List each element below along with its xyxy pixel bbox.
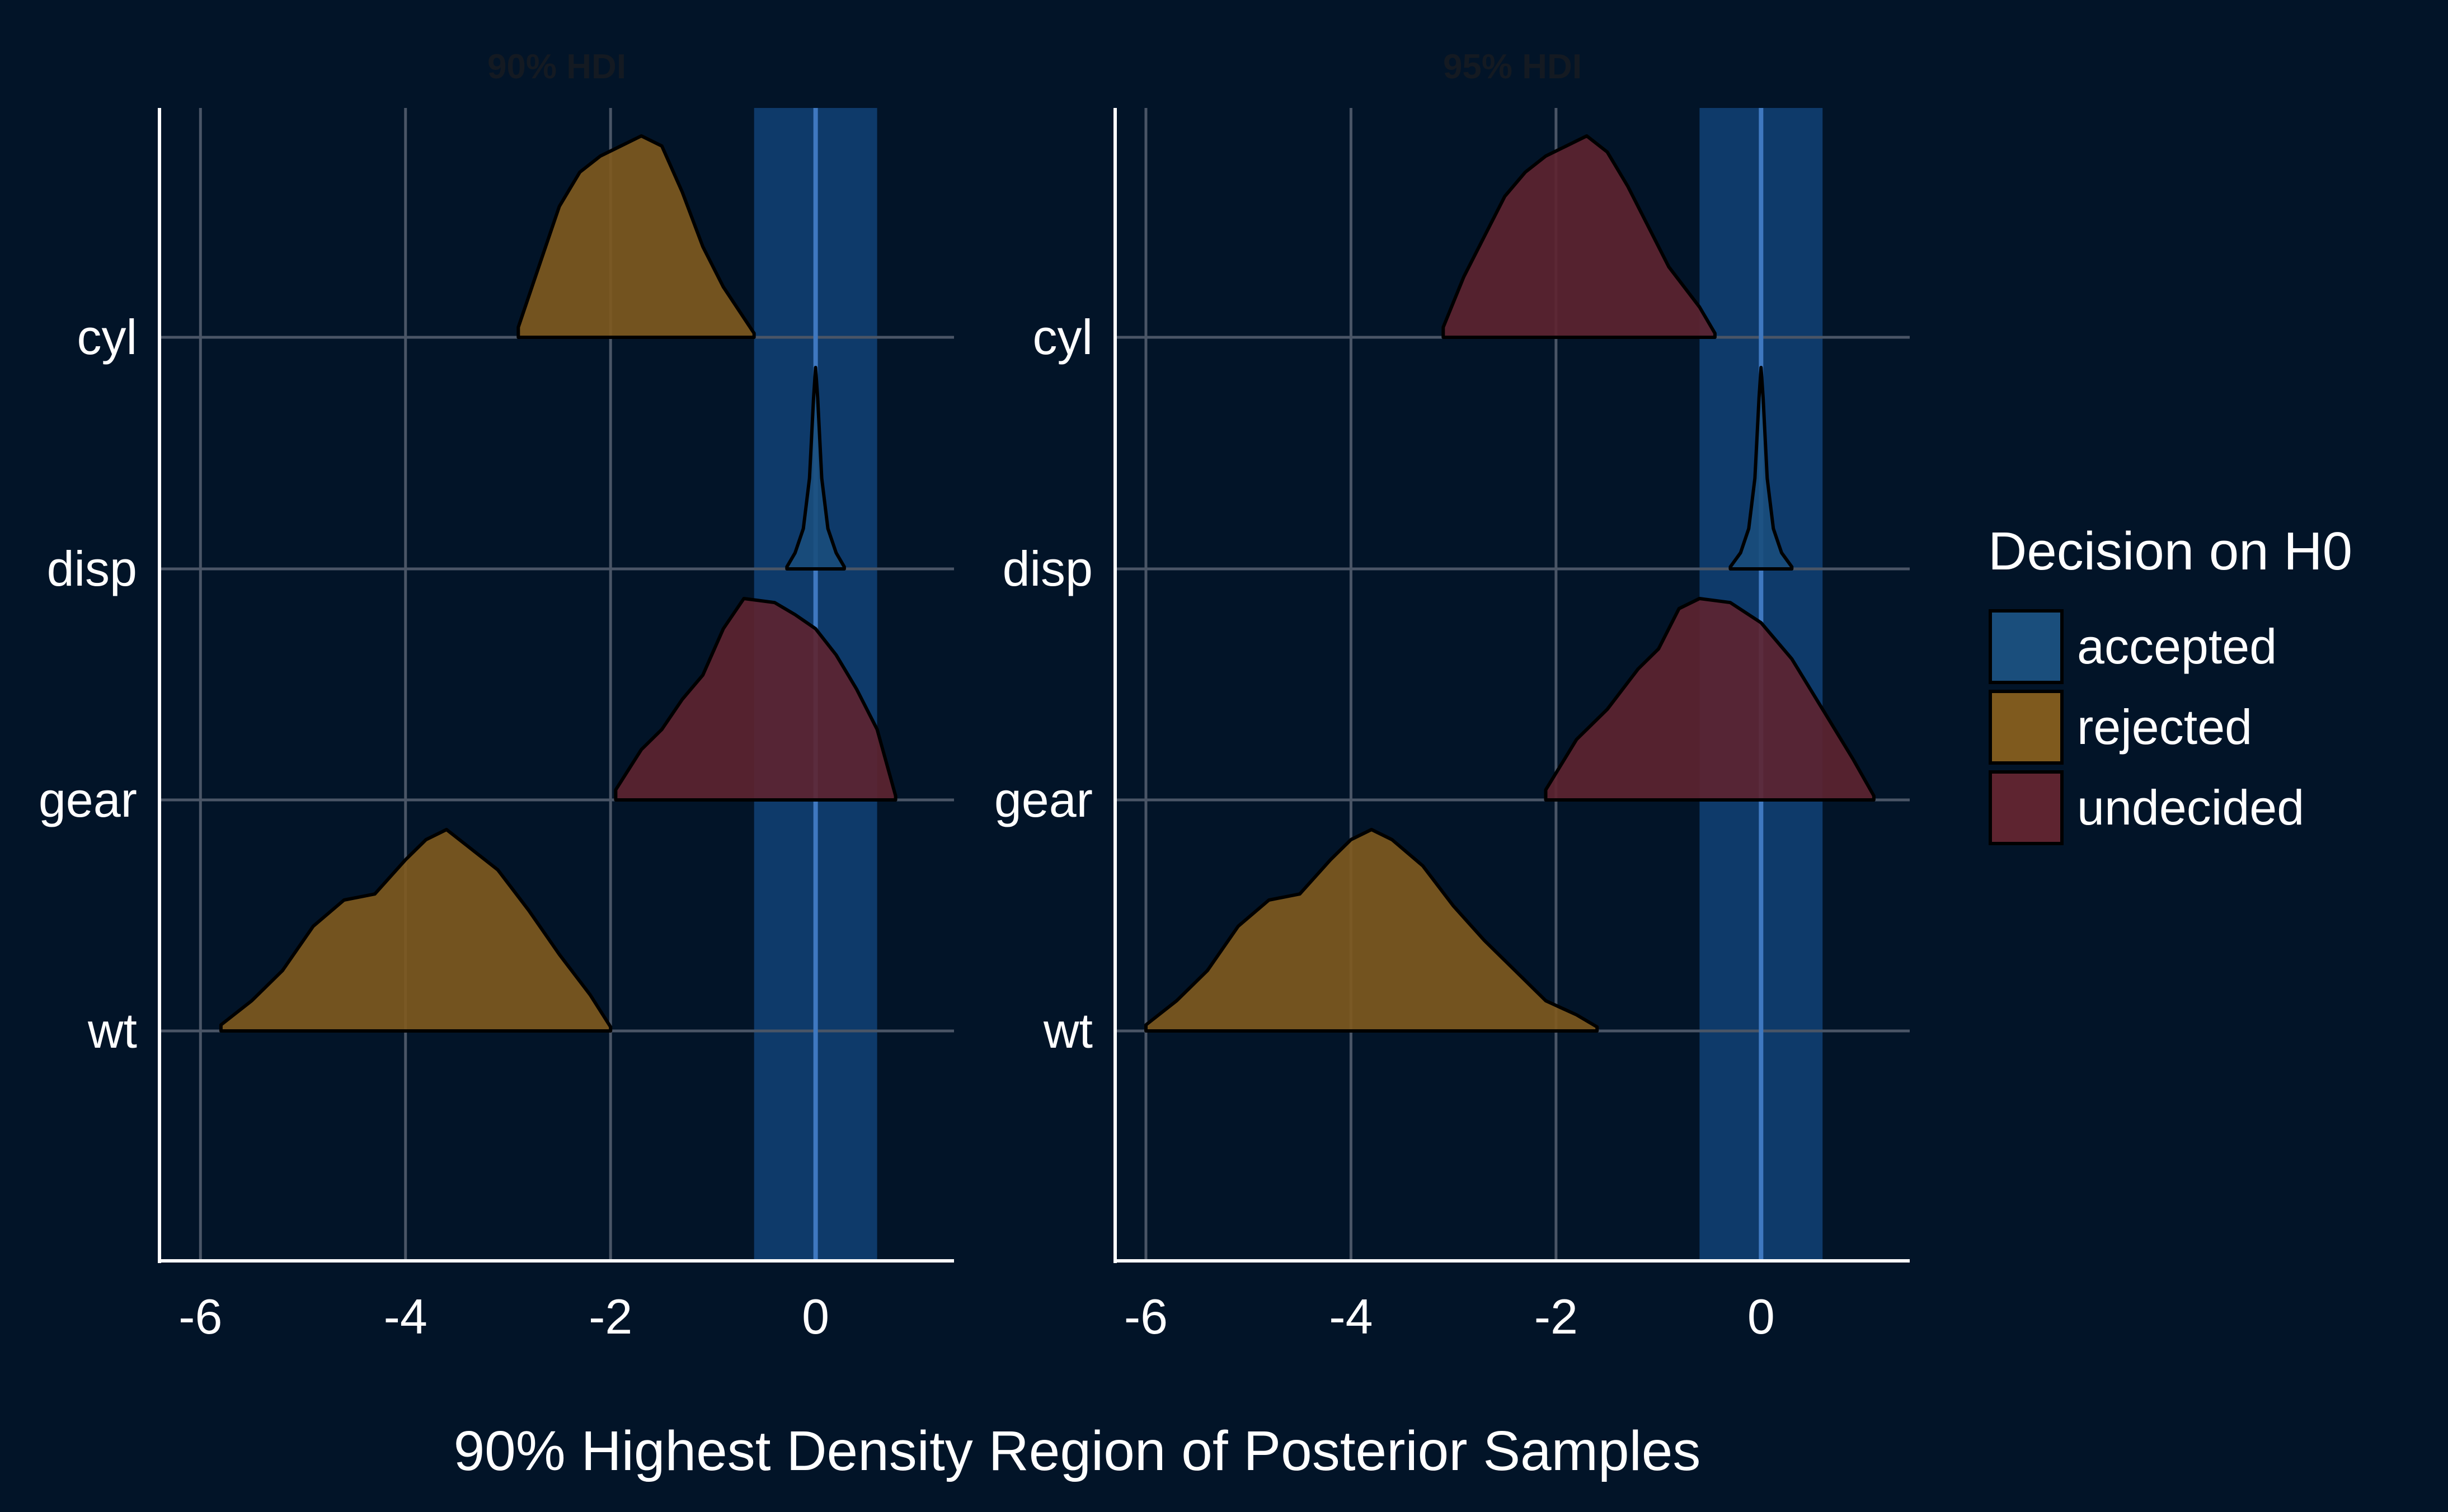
x-tick-label: -2 <box>1534 1289 1578 1344</box>
y-tick-label-cyl: cyl <box>1032 309 1093 365</box>
ridge-disp-accepted <box>785 366 846 571</box>
y-tick-label-wt: wt <box>87 1003 137 1058</box>
ridge-wt-rejected <box>219 828 613 1033</box>
legend-key-accepted <box>1989 609 2064 684</box>
ridge-cyl-undecided <box>1441 134 1717 339</box>
y-tick-label-gear: gear <box>994 772 1093 827</box>
ridge-gear-undecided <box>1544 597 1876 802</box>
x-tick-label: -6 <box>1124 1289 1168 1344</box>
ridge-disp-accepted <box>1728 366 1794 571</box>
x-tick-label: -2 <box>589 1289 632 1344</box>
legend-label-accepted: accepted <box>2077 619 2277 674</box>
x-tick-label: -4 <box>384 1289 427 1344</box>
x-axis-label: 90% Highest Density Region of Posterior … <box>454 1420 1701 1482</box>
y-tick-label-wt: wt <box>1043 1003 1093 1058</box>
facet-title: 90% HDI <box>487 48 626 86</box>
legend: Decision on H0 accepted rejected undecided <box>1988 521 2352 845</box>
x-tick-label: -6 <box>178 1289 222 1344</box>
panel-1: -6 -4 -2 0 cyl disp gear wt 90% HDI <box>39 48 954 1344</box>
legend-title: Decision on H0 <box>1988 521 2352 581</box>
x-tick-label: -4 <box>1329 1289 1373 1344</box>
legend-label-undecided: undecided <box>2077 780 2304 835</box>
legend-key-undecided <box>1989 770 2064 845</box>
ridge-wt-rejected <box>1144 828 1599 1033</box>
x-tick-label: 0 <box>802 1289 829 1344</box>
ridge-cyl-rejected <box>516 134 756 339</box>
y-tick-label-gear: gear <box>39 772 137 827</box>
panels: -6 -4 -2 0 cyl disp gear wt 90% HDI -6 -4 -2 0 cyl dis… <box>39 48 1910 1344</box>
panel-2: -6 -4 -2 0 cyl disp gear wt 95% HDI <box>994 48 1910 1344</box>
legend-key-rejected <box>1989 690 2064 765</box>
legend-label-rejected: rejected <box>2077 699 2252 755</box>
x-tick-label: 0 <box>1747 1289 1775 1344</box>
y-tick-label-disp: disp <box>1003 541 1093 596</box>
y-tick-label-cyl: cyl <box>77 309 137 365</box>
ridge-gear-undecided <box>614 597 898 802</box>
y-tick-label-disp: disp <box>47 541 137 596</box>
facet-title: 95% HDI <box>1443 48 1582 86</box>
